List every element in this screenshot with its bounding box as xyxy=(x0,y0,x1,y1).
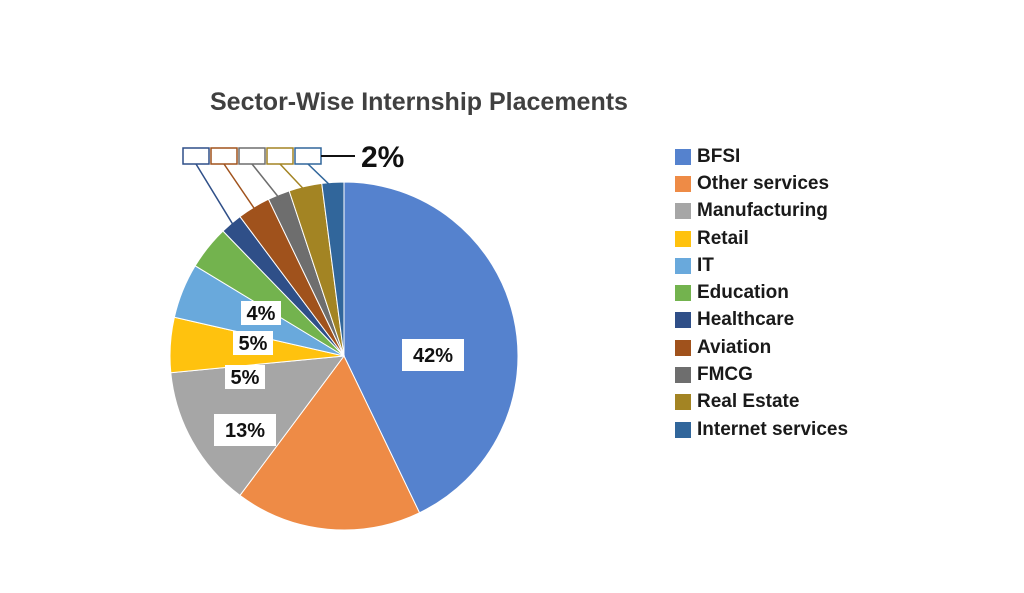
legend-item-internet-services: Internet services xyxy=(675,416,848,443)
data-label-retail: 5% xyxy=(225,365,265,389)
legend-swatch-internet-services xyxy=(675,421,691,438)
svg-text:5%: 5% xyxy=(239,333,268,355)
callout-box-internet-services xyxy=(294,147,322,165)
legend-label: Real Estate xyxy=(697,391,800,413)
data-label-bfsi: 42% xyxy=(402,339,464,371)
legend-item-other-services: Other services xyxy=(675,170,848,197)
svg-text:4%: 4% xyxy=(247,303,276,325)
legend-label: BFSI xyxy=(697,145,741,167)
legend-item-real-estate: Real Estate xyxy=(675,389,848,416)
legend-swatch-retail xyxy=(675,230,691,247)
legend-item-education: Education xyxy=(675,279,848,306)
svg-text:13%: 13% xyxy=(225,420,265,442)
legend-label: IT xyxy=(697,254,714,276)
legend-swatch-bfsi xyxy=(675,148,691,165)
slice-other-services xyxy=(239,355,421,531)
leader-line-fmcg xyxy=(251,163,282,201)
chart-title: Sector-Wise Internship Placements xyxy=(210,88,628,116)
callout-box-healthcare xyxy=(182,147,210,165)
svg-text:5%: 5% xyxy=(231,367,260,389)
callout-box-aviation xyxy=(210,147,238,165)
small-slices-callout: 2% xyxy=(182,141,404,229)
legend-item-manufacturing: Manufacturing xyxy=(675,198,848,225)
legend-swatch-healthcare xyxy=(675,312,691,329)
leader-line-healthcare xyxy=(195,163,236,229)
pie-slices xyxy=(169,181,519,531)
legend-item-aviation: Aviation xyxy=(675,334,848,361)
legend-label: Education xyxy=(697,282,789,304)
legend-swatch-other-services xyxy=(675,175,691,192)
legend-label: FMCG xyxy=(697,364,753,386)
legend-label: Other services xyxy=(697,172,830,194)
legend-swatch-fmcg xyxy=(675,367,691,384)
legend-item-fmcg: FMCG xyxy=(675,361,848,388)
svg-text:42%: 42% xyxy=(413,345,453,367)
legend-swatch-manufacturing xyxy=(675,203,691,220)
legend-item-it: IT xyxy=(675,252,848,279)
chart-legend: BFSI Other services Manufacturing Retail IT E… xyxy=(675,143,848,443)
data-label-it: 5% xyxy=(233,331,273,355)
callout-box-fmcg xyxy=(238,147,266,165)
callout-box-real-estate xyxy=(266,147,294,165)
legend-label: Aviation xyxy=(697,336,772,358)
leader-line-real-estate xyxy=(279,163,308,193)
legend-label: Retail xyxy=(697,227,749,249)
legend-swatch-real-estate xyxy=(675,394,691,411)
data-labels: 42% 13% 5% 5% 4% xyxy=(214,301,464,446)
legend-item-bfsi: BFSI xyxy=(675,143,848,170)
data-label-manufacturing: 13% xyxy=(214,414,276,446)
leader-line-internet-services xyxy=(307,163,334,189)
data-label-education: 4% xyxy=(241,301,281,325)
legend-swatch-education xyxy=(675,285,691,302)
legend-item-retail: Retail xyxy=(675,225,848,252)
data-label-internet-services: 2% xyxy=(361,141,404,174)
legend-label: Healthcare xyxy=(697,309,795,331)
leader-line-aviation xyxy=(223,163,258,213)
legend-item-healthcare: Healthcare xyxy=(675,307,848,334)
legend-swatch-aviation xyxy=(675,339,691,356)
legend-swatch-it xyxy=(675,257,691,274)
legend-label: Manufacturing xyxy=(697,200,828,222)
slice-internet-services xyxy=(321,181,345,357)
legend-label: Internet services xyxy=(697,418,849,440)
